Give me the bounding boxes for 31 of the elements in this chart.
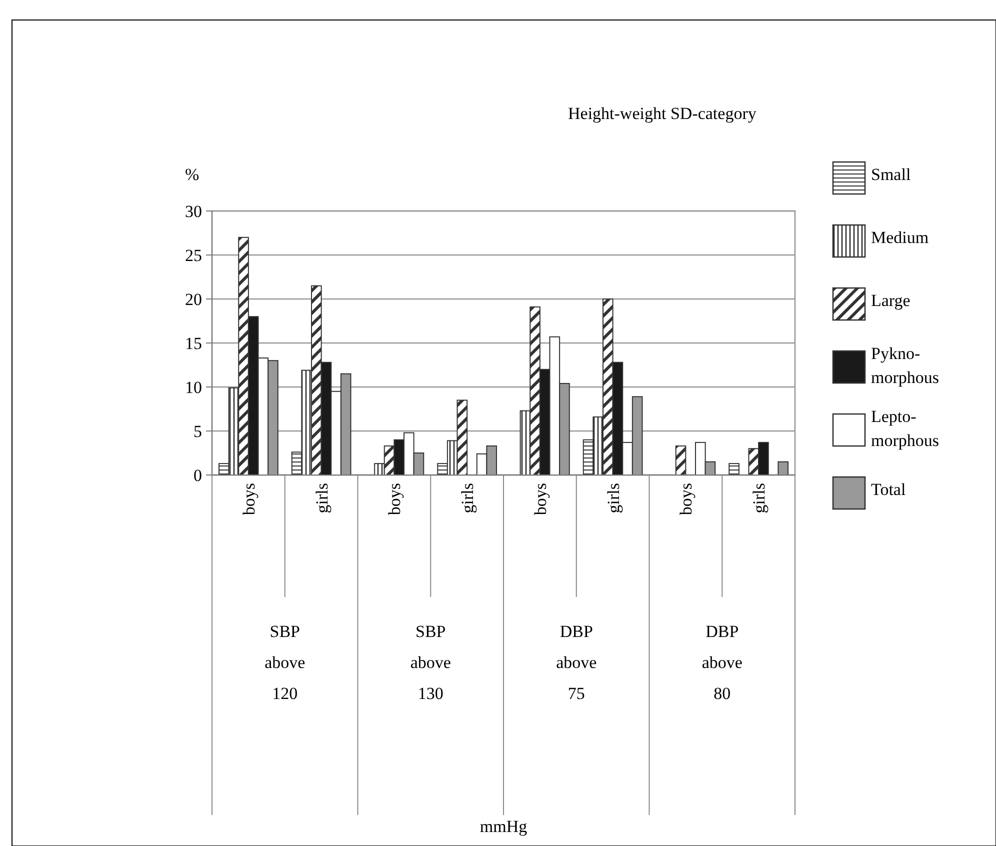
y-tick-label: 25 [185, 246, 202, 265]
bar [675, 445, 686, 476]
x-tick-label: girls [312, 483, 332, 514]
y-tick-label: 15 [185, 334, 202, 353]
y-tick-label: 5 [194, 422, 202, 441]
bar [778, 461, 788, 476]
text: SBP above 130 [410, 622, 451, 703]
x-tick-label: girls [458, 483, 478, 514]
text: mmHg [480, 817, 528, 836]
legend-label: Total [871, 480, 906, 499]
y-tick-label: 20 [185, 290, 202, 309]
x-tick-label: girls [750, 483, 769, 514]
legend-label: Medium [871, 228, 929, 247]
legend-label: Small [871, 165, 911, 184]
legend-label: Lepto-morphous [871, 407, 939, 450]
y-tick-label: 30 [185, 202, 202, 221]
x-tick-label: boys [530, 483, 550, 516]
legend-title: Height-weight SD-category [568, 104, 757, 123]
text: DBP above 80 [702, 622, 742, 703]
legend-label: Large [871, 291, 910, 310]
bar [728, 463, 740, 476]
x-tick-label: boys [676, 483, 696, 516]
x-tick-label: boys [239, 483, 258, 516]
y-axis-title: % [185, 165, 200, 184]
y-tick-label: 10 [185, 378, 202, 397]
x-tick-label: girls [604, 483, 623, 514]
legend-label: Pykno-morphous [871, 344, 939, 387]
text: DBP above 75 [556, 622, 597, 703]
text: SBP above 120 [264, 622, 306, 703]
x-tick-label: boys [385, 483, 404, 516]
y-tick-label: 0 [194, 466, 202, 485]
